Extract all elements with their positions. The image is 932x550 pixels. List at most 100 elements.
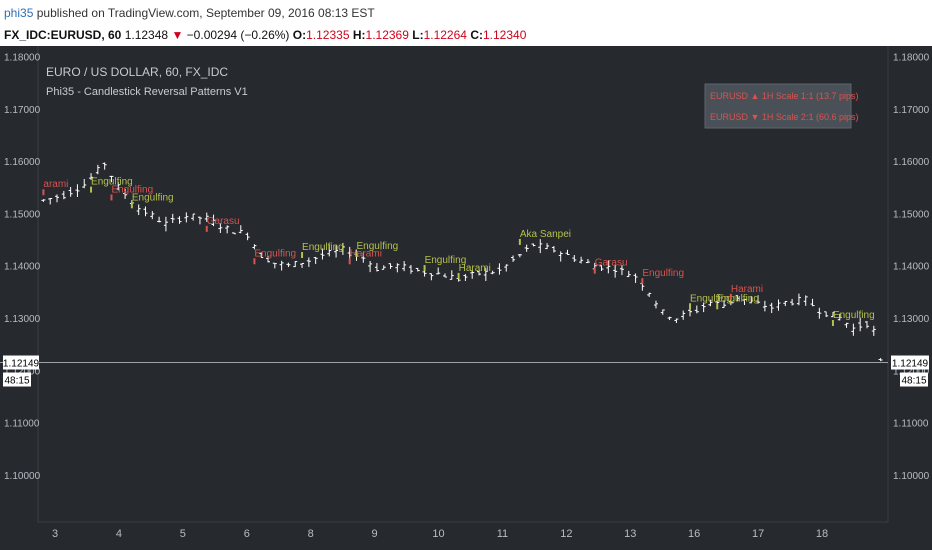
price-tick-label-right: 1.18000 (893, 52, 930, 63)
time-tick-label: 18 (816, 528, 828, 540)
low-value: 1.12264 (423, 28, 467, 42)
author-link[interactable]: phi35 (4, 6, 34, 20)
chart-header: phi35 published on TradingView.com, Sept… (0, 0, 932, 46)
low-label: L: (412, 28, 424, 42)
price-tick-label-right: 1.17000 (893, 105, 930, 116)
price-tick-label-right: 1.16000 (893, 157, 930, 168)
price-tags: 1.12149 48:15 1.12149 48:15 (3, 355, 929, 387)
pattern-marker (641, 278, 644, 285)
pattern-label: Engulfing (833, 310, 875, 321)
right-price-tag-text: 1.12149 (892, 359, 929, 370)
time-tick-label: 17 (752, 528, 764, 540)
chart-background (0, 46, 932, 550)
time-tick-label: 4 (116, 528, 122, 540)
price-ticks: 1.18000 1.18000 1.17000 1.17000 1.16000 1.160… (4, 52, 930, 481)
price-tick-label-left: 1.14000 (4, 262, 41, 273)
pattern-marker (593, 267, 596, 274)
price-tick-label-left: 1.12000 (4, 366, 41, 377)
quote-line: FX_IDC:EURUSD, 60 1.12348 ▼ −0.00294 (−0… (4, 28, 526, 42)
time-tick-label: 6 (244, 528, 250, 540)
pattern-marker (90, 186, 93, 193)
down-arrow-icon: ▼ (171, 28, 184, 42)
info-box-panel (704, 83, 852, 129)
open-value: 1.12335 (306, 28, 350, 42)
price-tick-label-right: 1.15000 (893, 209, 930, 220)
info-line-down: EURUSD ▼ 1H Scale 2:1 (60.6 pips) (710, 112, 858, 122)
price-tick-label-left: 1.10000 (4, 471, 41, 482)
open-label: O: (292, 28, 307, 42)
left-countdown-text: 48:15 (4, 376, 29, 387)
pattern-marker (130, 202, 133, 209)
pattern-label: Harami (350, 248, 382, 259)
price-tick-label-left: 1.11000 (4, 419, 40, 430)
pattern-label: Engulfing (425, 255, 467, 266)
pattern-label: arami (43, 179, 68, 190)
info-line-up: EURUSD ▲ 1H Scale 1:1 (13.7 pips) (710, 91, 858, 101)
left-price-tag (3, 355, 39, 370)
pattern-label: Harami (459, 263, 491, 274)
right-price-tag (891, 355, 929, 370)
left-price-tag-text: 1.12149 (3, 359, 40, 370)
left-countdown-tag (3, 372, 31, 387)
pattern-label: Engulfing (91, 177, 133, 188)
publish-line: phi35 published on TradingView.com, Sept… (4, 6, 375, 20)
high-label: H: (352, 28, 366, 42)
left-price-axis[interactable] (0, 46, 38, 550)
pattern-label: Engulfing (302, 242, 344, 253)
pattern-marker (355, 250, 358, 257)
pattern-marker (518, 238, 521, 245)
pattern-marker (457, 272, 460, 279)
pattern-marker (729, 293, 732, 300)
pattern-marker (423, 265, 426, 272)
pattern-label: Engulfing (111, 184, 153, 195)
pattern-label: Engulfing (254, 248, 296, 259)
high-value: 1.12369 (365, 28, 409, 42)
time-tick-label: 5 (180, 528, 186, 540)
symbol-label: FX_IDC:EURUSD, 60 (4, 28, 122, 42)
price-tick-label-left: 1.13000 (4, 314, 41, 325)
time-ticks[interactable]: 3 4 5 6 8 9 10 11 12 13 16 17 18 (52, 528, 828, 540)
pattern-label: Garasu (595, 258, 628, 269)
pattern-label: Engulfing (717, 293, 759, 304)
info-box: EURUSD ▲ 1H Scale 1:1 (13.7 pips) EURUSD… (704, 83, 858, 129)
price-change: −0.00294 (−0.26%) (186, 28, 290, 42)
candles (41, 162, 883, 362)
price-tick-label-right: 1.13000 (893, 314, 930, 325)
time-tick-label: 13 (624, 528, 636, 540)
right-price-axis[interactable] (888, 46, 932, 550)
legend-indicator: Phi35 - Candlestick Reversal Patterns V1 (46, 86, 248, 98)
last-price: 1.12348 (124, 28, 169, 42)
time-tick-label: 9 (372, 528, 378, 540)
legend-title: EURO / US DOLLAR, 60, FX_IDC (46, 65, 228, 79)
pattern-marker (716, 303, 719, 310)
pattern-marker (831, 320, 834, 326)
pattern-label: Engulfing (690, 293, 732, 304)
price-tick-label-left: 1.16000 (4, 157, 41, 168)
pattern-marker (110, 194, 113, 201)
pattern-label: Aka Sanpei (520, 229, 571, 240)
right-countdown-tag (900, 372, 928, 387)
right-countdown-text: 48:15 (901, 376, 926, 387)
pattern-marker (348, 258, 351, 265)
candlestick-chart[interactable]: 1.18000 1.18000 1.17000 1.17000 1.16000 1.160… (0, 46, 932, 550)
time-tick-label: 12 (560, 528, 572, 540)
time-tick-label: 3 (52, 528, 58, 540)
pattern-labels: arami EngulfingEngulfingEngulfingGarasuEn… (42, 177, 875, 326)
publish-text: published on TradingView.com, September … (36, 6, 375, 20)
pattern-marker (253, 258, 256, 265)
time-tick-label: 16 (688, 528, 700, 540)
price-tick-label-right: 1.14000 (893, 262, 930, 273)
pattern-marker (42, 189, 45, 196)
close-value: 1.12340 (482, 28, 527, 42)
pattern-label: Harami (731, 284, 763, 295)
price-tick-label-right: 1.10000 (893, 471, 930, 482)
pattern-label: Garasu (207, 216, 240, 227)
price-tick-label-left: 1.18000 (4, 52, 41, 63)
pattern-label: Engulfing (132, 192, 174, 203)
time-tick-label: 10 (432, 528, 444, 540)
price-tick-label-right: 1.11000 (893, 419, 929, 430)
pattern-marker (205, 225, 208, 232)
time-tick-label: 11 (497, 528, 508, 540)
time-tick-label: 8 (308, 528, 314, 540)
pattern-label: Engulfing (642, 268, 684, 279)
